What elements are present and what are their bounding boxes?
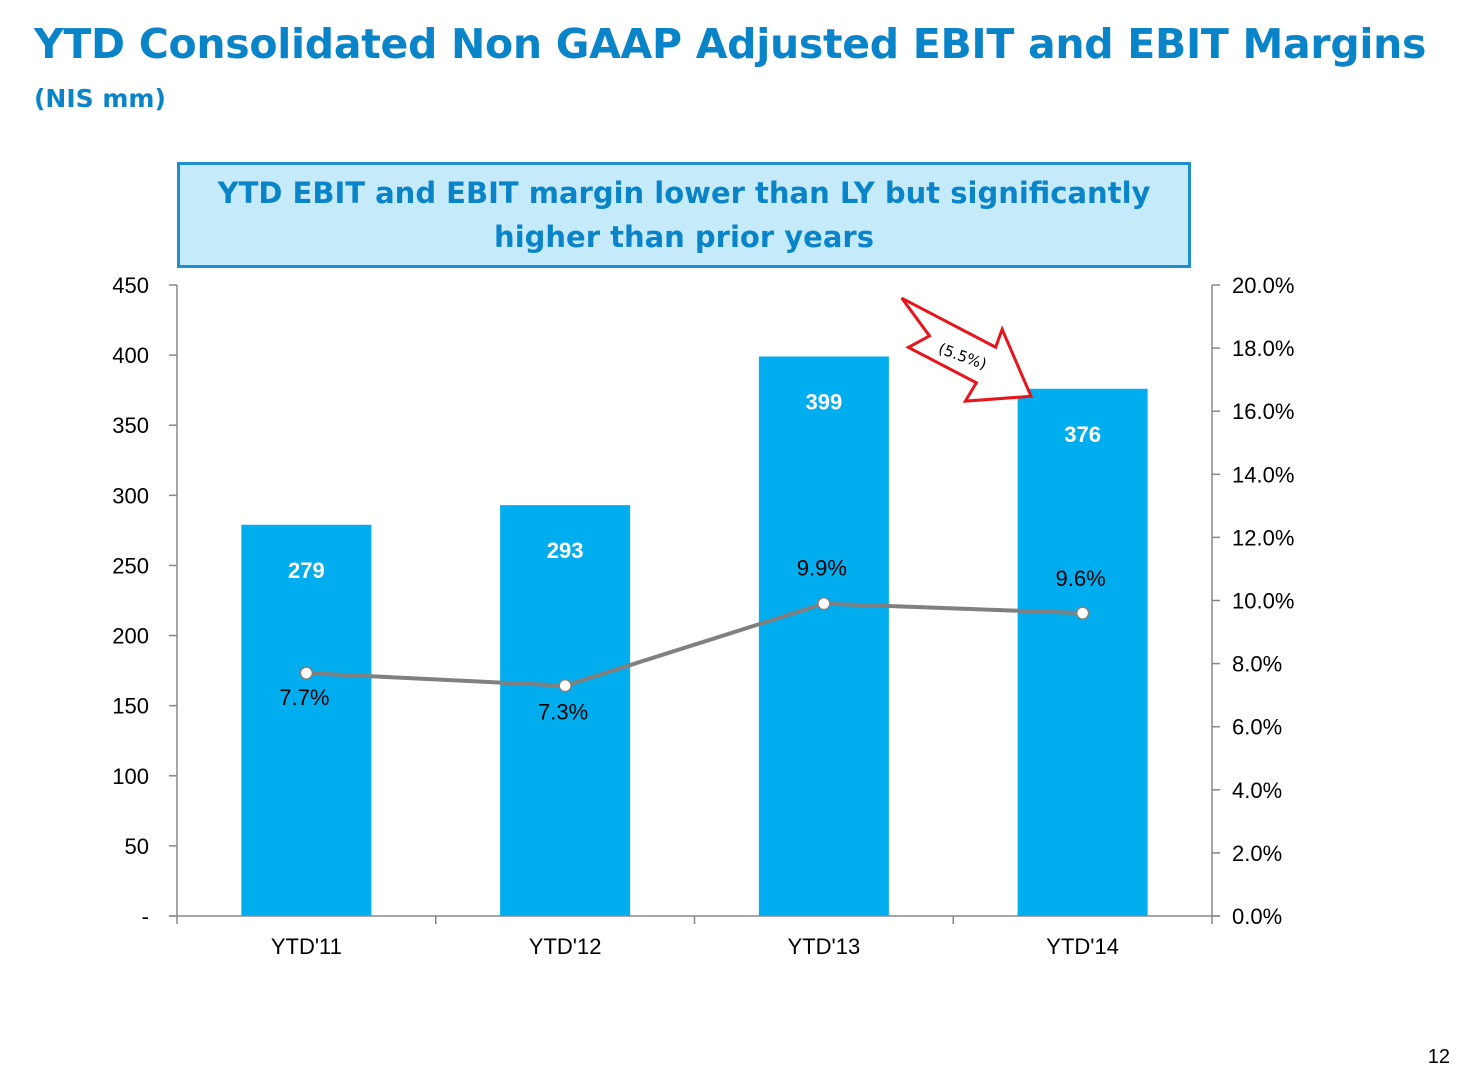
left-tick-label-0: -	[142, 904, 149, 929]
right-tick-label-10: 20.0%	[1232, 273, 1294, 298]
bar-0	[241, 524, 372, 916]
annotation-layer: (5.5%)	[900, 296, 1034, 403]
left-tick-label-2: 100	[112, 764, 149, 789]
margin-point-2	[817, 596, 831, 611]
margin-point-0	[299, 666, 314, 680]
left-tick-label-5: 250	[112, 553, 149, 578]
ebit-combo-chart: - 50 100 150 200 250 300 350 400 450 0.0% 2.0% 4.0% 6…	[112, 273, 1294, 959]
margin-point-1	[558, 678, 572, 693]
page-number: 12	[1427, 1046, 1450, 1068]
bar-value-label-1: 293	[547, 538, 584, 563]
margin-line	[306, 601, 1083, 688]
left-tick-label-9: 450	[112, 273, 149, 298]
callout-text: YTD EBIT and EBIT margin lower than LY b…	[217, 176, 1151, 254]
axes-layer: - 50 100 150 200 250 300 350 400 450 0.0% 2.0% 4.0% 6…	[112, 273, 1294, 959]
category-label-3: YTD'14	[1046, 934, 1119, 959]
left-tick-label-4: 200	[112, 624, 149, 649]
right-tick-label-0: 0.0%	[1232, 904, 1282, 929]
left-tick-label-8: 400	[112, 343, 149, 368]
right-tick-label-3: 6.0%	[1232, 715, 1282, 740]
margin-point-3	[1075, 606, 1090, 620]
right-tick-label-5: 10.0%	[1232, 589, 1294, 614]
change-arrow-shape	[900, 296, 1034, 403]
slide-title: YTD Consolidated Non GAAP Adjusted EBIT …	[34, 20, 1427, 68]
right-tick-label-9: 18.0%	[1232, 336, 1294, 361]
line-layer	[299, 596, 1090, 693]
left-tick-label-3: 150	[112, 694, 149, 719]
bar-1	[500, 505, 631, 916]
margin-label-2: 9.9%	[797, 556, 847, 581]
bar-value-label-0: 279	[288, 558, 325, 583]
margin-label-0: 7.7%	[279, 685, 329, 710]
left-tick-label-1: 50	[125, 834, 149, 859]
callout-box: YTD EBIT and EBIT margin lower than LY b…	[177, 162, 1191, 268]
left-tick-label-7: 350	[112, 413, 149, 438]
bar-2	[758, 356, 889, 917]
bar-value-label-3: 376	[1064, 422, 1101, 447]
right-tick-label-1: 2.0%	[1232, 841, 1282, 866]
category-label-0: YTD'11	[271, 934, 342, 959]
right-tick-label-7: 14.0%	[1232, 462, 1294, 487]
margin-label-3: 9.6%	[1056, 566, 1106, 591]
category-label-1: YTD'12	[529, 934, 602, 959]
labels-layer: 279 293 399 376 7.7% 7.3% 9.9% 9.6%	[279, 390, 1105, 725]
margin-label-1: 7.3%	[538, 700, 588, 725]
bars-layer	[241, 356, 1148, 917]
category-label-2: YTD'13	[788, 934, 861, 959]
right-tick-label-8: 16.0%	[1232, 399, 1294, 424]
bar-value-label-2: 399	[806, 390, 843, 415]
right-tick-label-6: 12.0%	[1232, 525, 1294, 550]
change-arrow: (5.5%)	[900, 296, 1034, 403]
left-tick-label-6: 300	[112, 483, 149, 508]
right-tick-label-2: 4.0%	[1232, 778, 1282, 803]
bar-3	[1017, 388, 1148, 917]
right-tick-label-4: 8.0%	[1232, 652, 1282, 677]
slide-subtitle: (NIS mm)	[34, 84, 166, 113]
